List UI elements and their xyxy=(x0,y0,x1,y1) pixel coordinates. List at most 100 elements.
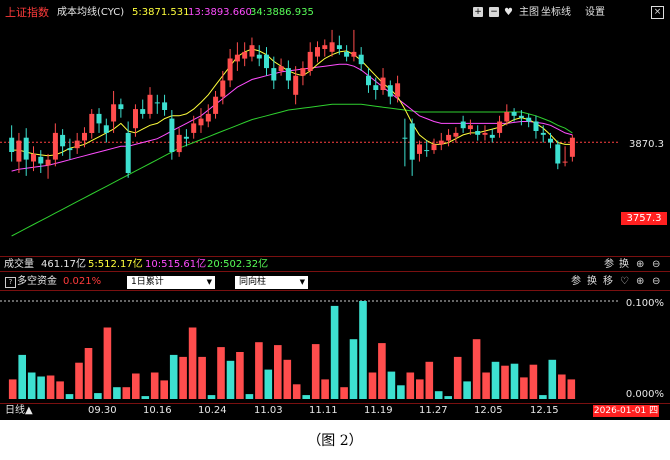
settings-button[interactable]: 设置 xyxy=(585,7,605,18)
candle-body xyxy=(336,45,342,49)
candle-body xyxy=(169,118,175,152)
fund-bar xyxy=(368,372,377,399)
candle xyxy=(351,29,357,62)
candle xyxy=(417,140,422,162)
zoom-in-icon[interactable]: ⊕ xyxy=(636,276,645,287)
candle xyxy=(278,58,284,76)
param-button[interactable]: 参 xyxy=(604,259,614,270)
ma34-value: 34:3886.935 xyxy=(250,7,314,18)
candle-body xyxy=(103,125,109,133)
candle xyxy=(533,115,539,139)
candle xyxy=(475,125,481,141)
fund-bar xyxy=(160,380,168,399)
candle xyxy=(213,90,219,119)
close-icon[interactable]: × xyxy=(651,6,664,19)
candle xyxy=(402,118,408,167)
heart-outline-icon[interactable]: ♡ xyxy=(620,276,629,287)
indicator-name[interactable]: 成本均线(CYC) xyxy=(57,7,125,18)
candle-body xyxy=(380,77,386,90)
zoom-in-icon[interactable]: ⊕ xyxy=(636,259,645,270)
candle-body xyxy=(74,140,80,149)
fund-bar xyxy=(510,363,519,399)
volume-label[interactable]: 成交量 xyxy=(4,259,34,270)
candle-body xyxy=(540,132,546,135)
bar-type-select[interactable]: 同向柱 ▼ xyxy=(235,276,308,289)
fund-bar xyxy=(302,395,310,399)
fund-bar xyxy=(520,377,528,399)
candle xyxy=(89,109,95,139)
fund-bar xyxy=(425,361,434,399)
fund-bar xyxy=(416,379,424,399)
fund-bar xyxy=(274,345,282,399)
fund-bar xyxy=(283,359,292,399)
param-button[interactable]: 参 xyxy=(571,276,581,287)
candle xyxy=(23,128,29,176)
candle xyxy=(409,118,415,176)
move-button[interactable]: 移 xyxy=(603,276,613,287)
fund-bar xyxy=(434,391,443,399)
period-button[interactable]: 日线▲ xyxy=(5,405,33,417)
axis-line-button[interactable]: 坐标线 xyxy=(541,7,571,18)
chevron-down-icon: ▼ xyxy=(299,278,305,286)
period-select[interactable]: 1日累计 ▼ xyxy=(127,276,215,289)
fund-bar xyxy=(463,381,471,399)
fund-bar xyxy=(37,376,45,399)
main-chart-button[interactable]: 主图 xyxy=(519,7,539,18)
candle-body xyxy=(482,132,488,135)
candlestick-chart xyxy=(0,29,618,237)
fund-bar xyxy=(198,356,206,399)
candle xyxy=(205,104,211,128)
ma5-value: 5:3871.531 xyxy=(132,7,190,18)
candle-body xyxy=(526,117,532,122)
zoom-out-icon[interactable]: ⊖ xyxy=(652,259,661,270)
fund-bar xyxy=(387,371,396,399)
candle xyxy=(67,138,73,160)
candle xyxy=(133,104,138,137)
index-name[interactable]: 上证指数 xyxy=(5,6,49,19)
fund-bar xyxy=(378,343,386,399)
candle-body xyxy=(154,102,160,104)
zoom-out-button[interactable]: − xyxy=(489,7,499,17)
candle-body xyxy=(183,136,189,139)
x-tick-label: 11.27 xyxy=(419,405,448,416)
candle xyxy=(125,121,131,178)
switch-button[interactable]: 换 xyxy=(619,259,629,270)
help-icon[interactable]: ? xyxy=(5,277,16,288)
fund-bar xyxy=(27,372,36,399)
candle-body xyxy=(256,54,262,59)
candle-body xyxy=(23,137,29,160)
candle-body xyxy=(60,134,66,147)
candle xyxy=(103,118,109,143)
candle-body xyxy=(220,80,226,97)
volume-ma10: 10:515.61亿 xyxy=(145,259,207,270)
fund-bar xyxy=(141,396,150,399)
candle xyxy=(431,138,437,154)
candle-body xyxy=(38,156,44,164)
candle xyxy=(555,140,561,170)
fund-axis-bottom: 0.000% xyxy=(625,389,664,400)
current-date-badge: 2026-01-01 四 xyxy=(593,405,659,417)
x-tick-label: 09.30 xyxy=(88,405,117,416)
zoom-in-button[interactable]: + xyxy=(473,7,483,17)
candle xyxy=(373,77,379,100)
zoom-out-icon[interactable]: ⊖ xyxy=(652,276,661,287)
chart-window: 上证指数 成本均线(CYC) 5:3871.531 13:3893.660 34… xyxy=(0,0,670,420)
candle-body xyxy=(475,131,481,135)
candle-body xyxy=(504,112,510,122)
ma5-line xyxy=(11,48,573,157)
candle xyxy=(183,129,189,147)
fund-bar xyxy=(482,372,490,399)
candle-body xyxy=(366,75,371,86)
candle-body xyxy=(162,102,168,110)
fund-bar xyxy=(548,359,557,399)
fund-bar xyxy=(8,379,17,399)
candle-body xyxy=(409,123,415,160)
fund-bar xyxy=(567,379,576,399)
candle-body xyxy=(562,161,568,163)
fund-panel-title[interactable]: 多空资金 xyxy=(17,276,57,287)
candle xyxy=(467,119,473,135)
candle-body xyxy=(497,121,503,133)
fund-bar xyxy=(321,379,329,399)
heart-icon[interactable]: ♥ xyxy=(504,7,513,18)
switch-button[interactable]: 换 xyxy=(587,276,597,287)
